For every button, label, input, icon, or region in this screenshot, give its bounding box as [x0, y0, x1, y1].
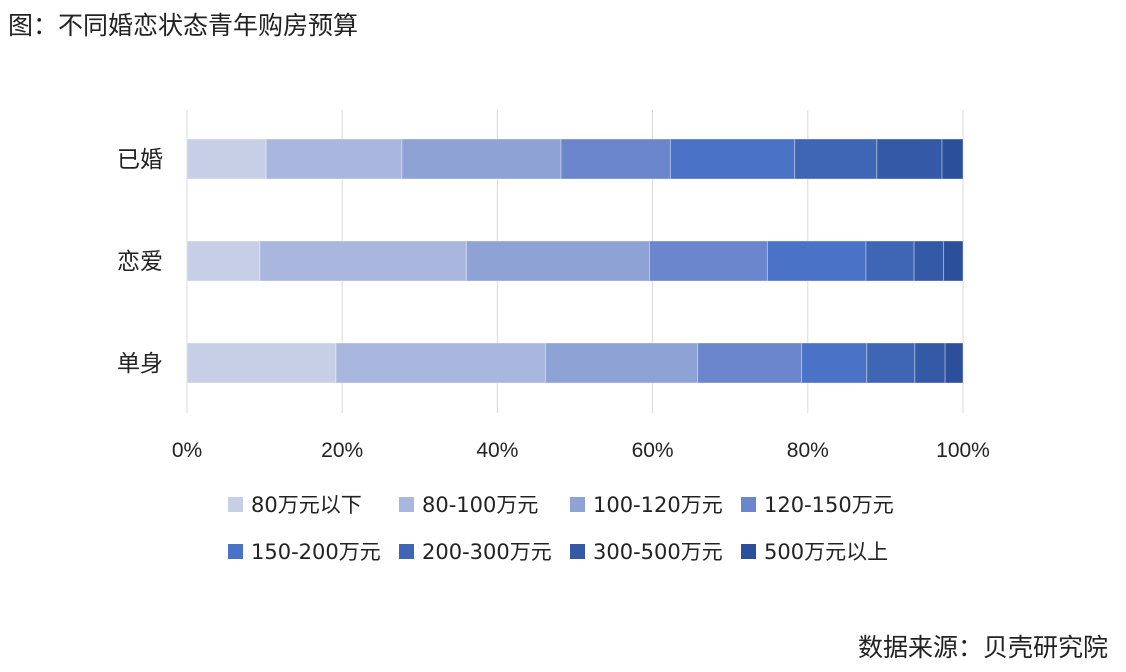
- legend-swatch: [741, 496, 756, 512]
- x-tick-label: 40%: [476, 439, 518, 462]
- legend-label: 300-500万元: [593, 540, 723, 564]
- bar-segment: [697, 342, 803, 384]
- bar-segment: [913, 240, 945, 282]
- x-tick-label: 80%: [787, 439, 829, 462]
- bar-segments: [186, 138, 964, 384]
- bar-segment: [944, 342, 964, 384]
- bar-segment: [794, 138, 878, 180]
- bar-segment: [401, 138, 562, 180]
- bar-segment: [943, 240, 964, 282]
- legend-item: 300-500万元: [570, 534, 723, 568]
- legend-item: 80-100万元: [399, 487, 538, 521]
- bar-segment: [648, 240, 768, 282]
- legend-item: 100-120万元: [570, 487, 723, 521]
- legend-item: 500万元以上: [741, 534, 888, 568]
- legend-item: 80万元以下: [228, 487, 362, 521]
- legend-label: 150-200万元: [251, 540, 381, 564]
- legend-label: 500万元以上: [764, 540, 889, 564]
- legend-item: 150-200万元: [228, 534, 381, 568]
- legend-swatch: [741, 543, 756, 559]
- bar-segment: [876, 138, 943, 180]
- bar-segment: [259, 240, 467, 282]
- legend-row: 80万元以下 80-100万元 100-120万元 120-150万元: [0, 487, 1126, 521]
- legend-swatch: [570, 543, 585, 559]
- bar-segment: [801, 342, 868, 384]
- bar-segment: [914, 342, 946, 384]
- bar-segment: [866, 342, 916, 384]
- x-tick-label: 0%: [172, 439, 202, 462]
- legend-swatch: [228, 543, 243, 559]
- bar-segment: [560, 138, 671, 180]
- x-tick-label: 60%: [632, 439, 674, 462]
- legend-label: 120-150万元: [764, 493, 894, 517]
- bar-segment: [186, 138, 267, 180]
- chart-title: 图：不同婚恋状态青年购房预算: [8, 11, 359, 40]
- bar-segment: [941, 138, 964, 180]
- category-label: 已婚: [117, 147, 163, 173]
- bar-segment: [865, 240, 915, 282]
- legend-item: 200-300万元: [399, 534, 552, 568]
- bar-segment: [545, 342, 699, 384]
- x-tick-label: 100%: [936, 439, 990, 462]
- x-tick-labels: 0% 20% 40% 60% 80% 100%: [172, 439, 990, 462]
- legend-item: 120-150万元: [741, 487, 894, 521]
- legend-label: 200-300万元: [422, 540, 552, 564]
- bar-segment: [186, 342, 337, 384]
- legend-label: 100-120万元: [593, 493, 723, 517]
- category-label: 单身: [117, 351, 163, 377]
- legend-label: 80万元以下: [251, 493, 362, 517]
- bar-segment: [335, 342, 547, 384]
- legend-swatch: [570, 496, 585, 512]
- legend-row: 150-200万元 200-300万元 300-500万元 500万元以上: [0, 534, 1126, 568]
- legend-label: 80-100万元: [422, 493, 539, 517]
- bar-segment: [265, 138, 403, 180]
- bar-segment: [465, 240, 650, 282]
- data-source-note: 数据来源：贝壳研究院: [857, 633, 1108, 662]
- category-label: 恋爱: [117, 249, 163, 275]
- bar-segment: [766, 240, 867, 282]
- bar-segment: [669, 138, 796, 180]
- x-tick-label: 20%: [321, 439, 363, 462]
- legend-swatch: [228, 496, 243, 512]
- bar-segment: [186, 240, 261, 282]
- legend-swatch: [399, 543, 414, 559]
- legend-swatch: [399, 496, 414, 512]
